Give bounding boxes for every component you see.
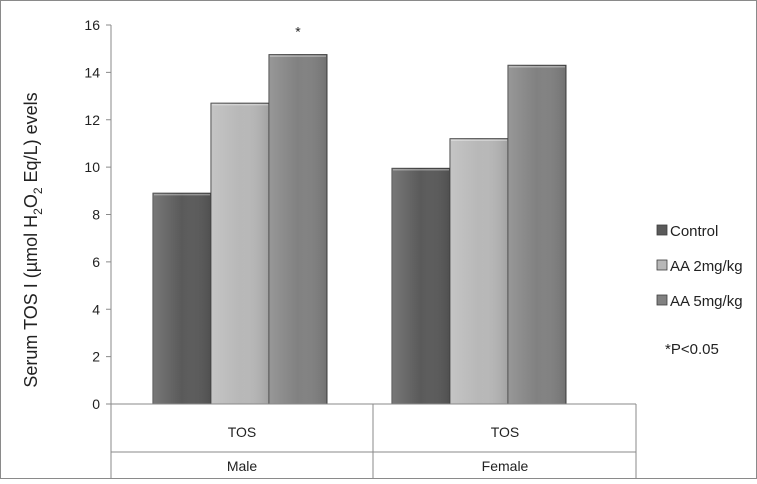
- y-axis-title-prefix: Serum TOS I (µmol H: [21, 215, 41, 388]
- y-axis-title: Serum TOS I (µmol H2O2 Eq/L) evels: [21, 92, 45, 387]
- y-tick-label: 14: [84, 64, 100, 80]
- group-label: Male: [227, 458, 258, 474]
- y-tick-label: 4: [92, 301, 100, 317]
- significance-note: *P<0.05: [665, 341, 719, 358]
- bar-shading: [508, 65, 566, 405]
- legend-label: AA 2mg/kg: [670, 258, 743, 275]
- y-tick-label: 0: [92, 396, 100, 412]
- bar-shading: [153, 193, 211, 404]
- bar-shading: [450, 138, 508, 404]
- legend-swatch: [656, 224, 668, 236]
- y-tick-label: 8: [92, 207, 100, 223]
- bar-shading: [269, 54, 327, 404]
- y-tick-label: 10: [84, 159, 100, 175]
- y-axis-title-mid: O: [21, 194, 41, 208]
- y-tick-label: 12: [84, 112, 100, 128]
- legend-swatch: [656, 294, 668, 306]
- bars: [152, 54, 567, 405]
- y-axis-ticks: 0 2 4 6 8 10 12 14 16: [84, 17, 111, 412]
- y-tick-label: 16: [84, 17, 100, 33]
- y-axis-title-sub2: 2: [31, 187, 45, 194]
- group-label: Female: [482, 458, 529, 474]
- y-tick-label: 6: [92, 254, 100, 270]
- bar-shading: [392, 168, 450, 404]
- legend-label: AA 5mg/kg: [670, 293, 743, 310]
- x-axis-labels: TOS Male TOS Female: [227, 424, 529, 474]
- category-label: TOS: [228, 424, 257, 440]
- legend-swatch: [656, 259, 668, 271]
- bar-shading: [211, 103, 269, 404]
- category-label: TOS: [491, 424, 520, 440]
- y-tick-label: 2: [92, 349, 100, 365]
- y-axis-title-sub1: 2: [31, 208, 45, 215]
- annotations: *: [295, 24, 301, 40]
- legend: Control AA 2mg/kg AA 5mg/kg: [656, 223, 743, 310]
- significance-marker: *: [295, 24, 301, 40]
- axes: [110, 25, 637, 479]
- y-axis-title-suffix: Eq/L) evels: [21, 92, 41, 187]
- legend-label: Control: [670, 223, 718, 240]
